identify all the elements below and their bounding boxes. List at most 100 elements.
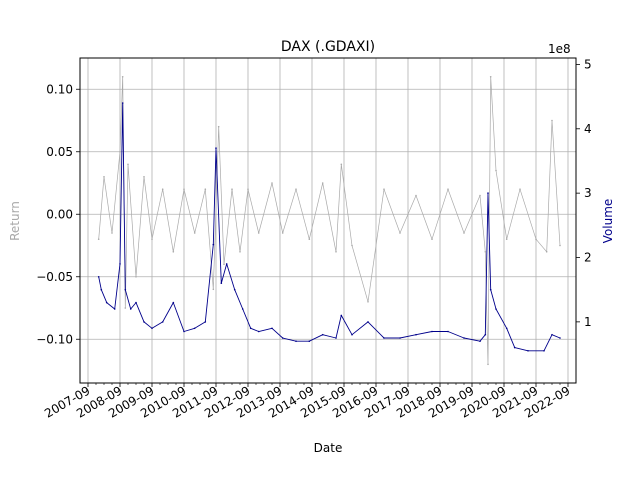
return-point: [505, 238, 508, 240]
return-point: [281, 232, 284, 234]
volume-point: [383, 337, 385, 339]
return-point: [239, 251, 241, 253]
volume-point: [513, 346, 516, 349]
volume-point: [295, 340, 297, 343]
return-point: [223, 263, 225, 266]
volume-point: [143, 321, 145, 323]
return-point: [193, 232, 196, 234]
return-point: [479, 194, 481, 197]
volume-point: [124, 288, 127, 291]
return-point: [97, 238, 100, 240]
return-point: [431, 238, 433, 240]
return-point: [545, 251, 548, 253]
volume-point: [129, 308, 132, 310]
volume-point: [367, 321, 369, 323]
grid: [80, 58, 576, 383]
volume-point: [431, 330, 433, 333]
left-y-tick-label: −0.10: [36, 332, 73, 346]
return-point: [257, 232, 260, 234]
volume-point: [281, 337, 284, 339]
right-y-tick-label: 1: [584, 315, 592, 329]
volume-point: [241, 308, 244, 310]
volume-point: [489, 288, 492, 291]
x-axis-label: Date: [314, 441, 343, 455]
volume-point: [172, 301, 175, 304]
return-series: [97, 76, 561, 366]
return-point: [183, 188, 185, 190]
return-point: [119, 151, 121, 153]
return-point: [111, 232, 113, 234]
return-point: [212, 288, 215, 291]
volume-point: [505, 327, 508, 330]
return-point: [295, 188, 297, 190]
volume-line: [98, 102, 561, 352]
left-y-tick-label: 0.05: [46, 145, 73, 159]
return-point: [489, 76, 492, 78]
volume-point: [113, 308, 116, 310]
volume-point: [105, 301, 108, 304]
volume-point: [351, 333, 353, 336]
return-point: [121, 76, 124, 78]
return-point: [124, 307, 127, 309]
volume-point: [495, 308, 497, 310]
volume-point: [257, 330, 260, 333]
return-point: [495, 169, 497, 172]
volume-point: [220, 282, 223, 285]
volume-point: [271, 327, 273, 330]
volume-point: [233, 288, 236, 291]
volume-point: [321, 333, 324, 336]
return-point: [551, 119, 553, 122]
chart-title: DAX (.GDAXI): [281, 39, 375, 55]
volume-point: [447, 330, 449, 333]
right-y-tick-label: 2: [584, 251, 592, 265]
return-point: [151, 238, 153, 240]
volume-point: [135, 301, 137, 304]
return-point: [487, 363, 489, 366]
return-point: [367, 301, 369, 303]
right-y-axis: 1 2 3 4 5: [576, 57, 592, 329]
return-point: [559, 244, 561, 247]
return-point: [399, 232, 401, 234]
volume-point: [399, 337, 401, 339]
volume-point: [543, 350, 545, 352]
left-y-tick-label: 0.00: [46, 207, 73, 221]
volume-point: [119, 263, 121, 265]
return-point: [127, 163, 129, 166]
volume-point: [193, 327, 196, 330]
return-point: [519, 188, 521, 190]
volume-point: [479, 340, 481, 343]
return-point: [415, 194, 417, 197]
volume-point: [225, 263, 228, 265]
volume-point: [559, 337, 561, 339]
right-y-tick-label: 5: [584, 57, 592, 71]
return-point: [143, 176, 145, 178]
volume-point: [551, 333, 553, 336]
volume-point: [183, 330, 185, 333]
return-point: [231, 188, 233, 190]
return-point: [217, 125, 220, 128]
right-axis-multiplier: 1e8: [548, 42, 571, 56]
volume-point: [121, 102, 124, 104]
return-point: [447, 188, 449, 190]
right-y-axis-label: Volume: [601, 199, 615, 244]
left-y-tick-label: 0.10: [46, 82, 73, 96]
volume-point: [100, 288, 103, 291]
volume-point: [463, 337, 465, 339]
volume-point: [340, 314, 343, 317]
right-y-tick-label: 3: [584, 186, 592, 200]
return-line: [98, 76, 561, 365]
volume-point: [249, 327, 252, 330]
return-point: [308, 238, 311, 240]
volume-point: [308, 340, 311, 343]
return-point: [271, 182, 273, 184]
return-point: [247, 188, 249, 190]
return-point: [335, 251, 337, 253]
return-point: [321, 182, 324, 184]
volume-point: [97, 276, 100, 278]
return-point: [161, 188, 164, 190]
volume-point: [204, 321, 207, 323]
return-point: [340, 163, 343, 166]
left-y-axis: −0.10 −0.05 0.00 0.05 0.10: [36, 82, 80, 346]
